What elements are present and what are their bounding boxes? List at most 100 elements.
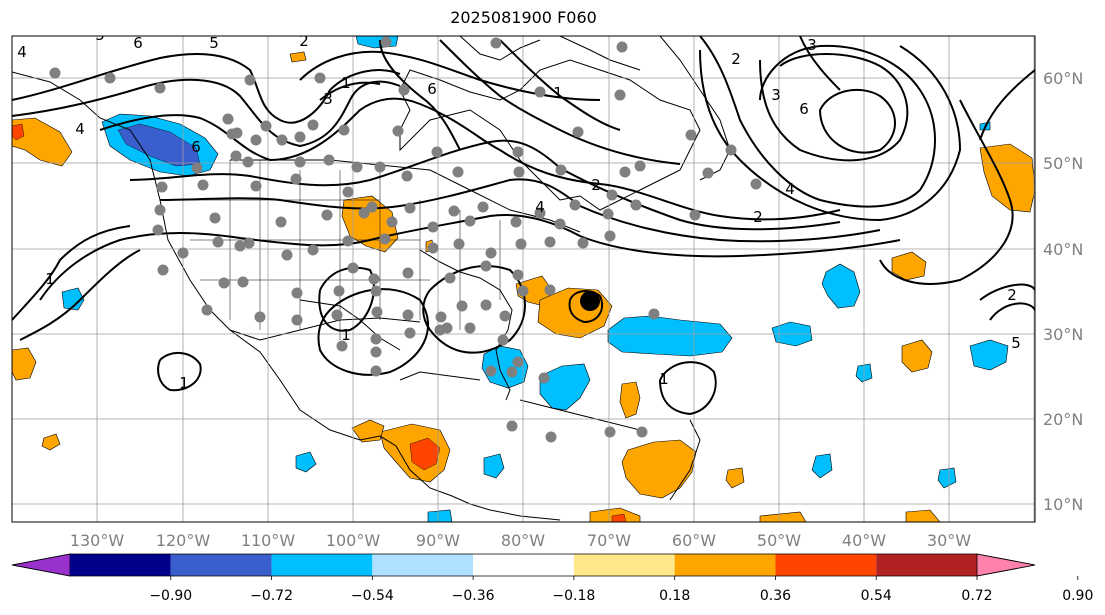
contour-label: 2 xyxy=(753,208,763,226)
station-dot xyxy=(336,340,348,352)
station-dot xyxy=(456,300,468,312)
colorbar-tick-label: 0.90 xyxy=(1062,588,1093,604)
contour-label: 6 xyxy=(133,34,143,52)
station-dot xyxy=(290,173,302,185)
station-dot xyxy=(702,167,714,179)
colorbar-tick-label: −0.54 xyxy=(351,588,394,604)
station-dot xyxy=(554,218,566,230)
station-dot xyxy=(616,41,628,53)
station-dot xyxy=(404,202,416,214)
contour-label: 5 xyxy=(1011,334,1021,352)
station-dot xyxy=(250,180,262,192)
station-dot xyxy=(427,242,439,254)
station-dot xyxy=(513,166,525,178)
lat-label: 50°N xyxy=(1043,154,1083,173)
colorbar-extend-right xyxy=(976,553,1036,577)
station-dot xyxy=(604,426,616,438)
station-dot xyxy=(371,306,383,318)
contour-label: 6 xyxy=(191,138,201,156)
contour-label: 3 xyxy=(323,90,333,108)
station-dot xyxy=(750,178,762,190)
station-dot xyxy=(392,125,404,137)
lat-label: 60°N xyxy=(1043,69,1083,88)
station-dot xyxy=(614,89,626,101)
contour-label: 4 xyxy=(535,198,545,216)
contour-label: 1 xyxy=(341,326,351,344)
colorbar-segment xyxy=(170,554,272,576)
lon-label: 90°W xyxy=(416,531,460,550)
contour-label: 1 xyxy=(341,74,351,92)
station-dot xyxy=(276,134,288,146)
station-dot xyxy=(291,314,303,326)
station-dot xyxy=(685,129,697,141)
station-dot xyxy=(294,156,306,168)
station-dot xyxy=(485,247,497,259)
station-dot xyxy=(379,233,391,245)
station-dot xyxy=(725,144,737,156)
contour-label: 4 xyxy=(785,180,795,198)
contour-label: 5 xyxy=(95,26,105,44)
lon-label: 130°W xyxy=(70,531,125,550)
contour-label: 2 xyxy=(299,32,309,50)
lon-label: 40°W xyxy=(842,531,886,550)
station-dot xyxy=(402,267,414,279)
station-dot xyxy=(49,67,61,79)
station-dot xyxy=(506,366,518,378)
station-dot xyxy=(191,162,203,174)
colorbar-segment xyxy=(271,554,373,576)
colorbar-tick-group: −0.90 −0.72 −0.54 −0.36 −0.18 0.18 0.36 0.54 0.7… xyxy=(149,576,1093,604)
station-dot xyxy=(250,134,262,146)
station-dot xyxy=(230,150,242,162)
station-dot xyxy=(404,327,416,339)
station-dot xyxy=(435,311,447,323)
colorbar-segment xyxy=(775,554,877,576)
station-dot xyxy=(569,199,581,211)
contour-label: 1 xyxy=(179,374,189,392)
station-dot xyxy=(366,201,378,213)
station-dot xyxy=(477,201,489,213)
station-dot xyxy=(370,333,382,345)
station-dot xyxy=(234,240,246,252)
contour-label: 2 xyxy=(731,50,741,68)
station-dot xyxy=(333,285,345,297)
station-dot xyxy=(218,277,230,289)
station-dot xyxy=(226,128,238,140)
lon-label: 80°W xyxy=(501,531,545,550)
contour-label: 4 xyxy=(17,43,27,61)
station-dot xyxy=(577,237,589,249)
contour-label: 6 xyxy=(799,100,809,118)
station-dot xyxy=(515,238,527,250)
colorbar-tick-label: 0.18 xyxy=(659,588,690,604)
station-dot xyxy=(374,161,386,173)
contour-label: 2 xyxy=(591,176,601,194)
colorbar-segment xyxy=(674,554,776,576)
station-dot xyxy=(499,310,511,322)
station-dot xyxy=(517,285,529,297)
cyclone-marker xyxy=(580,291,600,311)
lat-label: 20°N xyxy=(1043,410,1083,429)
station-dot xyxy=(636,426,648,438)
colorbar-segment xyxy=(876,554,977,576)
station-dot xyxy=(342,186,354,198)
colorbar-tick-label: −0.72 xyxy=(250,588,293,604)
station-dot xyxy=(444,272,456,284)
lat-label: 10°N xyxy=(1043,495,1083,514)
station-dot xyxy=(506,420,518,432)
lon-label: 110°W xyxy=(241,531,296,550)
station-dot xyxy=(254,311,266,323)
station-dot xyxy=(545,431,557,443)
contour-label: 1 xyxy=(553,84,563,102)
station-dot xyxy=(294,131,306,143)
station-dot xyxy=(370,285,382,297)
colorbar-tick-label: 0.36 xyxy=(760,588,791,604)
station-dot xyxy=(485,365,497,377)
station-dot xyxy=(544,236,556,248)
lon-label-group: 130°W 120°W 110°W 100°W 90°W 80°W 70°W 60°W 50°W… xyxy=(70,531,971,550)
station-dot xyxy=(370,365,382,377)
station-dot xyxy=(544,284,556,296)
contour-lines xyxy=(12,36,1035,416)
station-dot xyxy=(307,244,319,256)
station-dot xyxy=(243,237,255,249)
lon-label: 70°W xyxy=(587,531,631,550)
